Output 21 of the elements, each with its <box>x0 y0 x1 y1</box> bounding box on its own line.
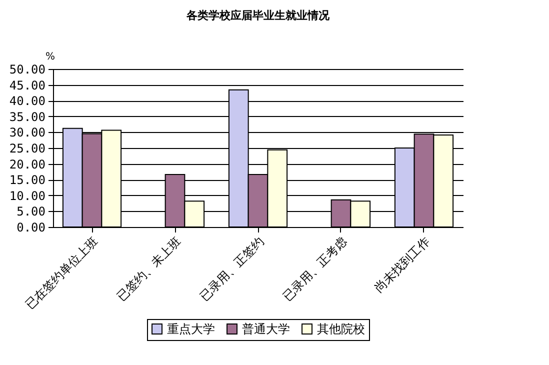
x-tick-label: 已录用、正考虑 <box>280 234 350 304</box>
x-tick-label: 已录用、正签约 <box>197 234 266 304</box>
x-tick-label: 已在签约单位上班 <box>22 234 100 312</box>
y-tick-label: 30.00 <box>9 126 46 140</box>
chart-title: 各类学校应届毕业生就业情况 <box>186 9 330 22</box>
legend-label: 其他院校 <box>317 322 365 336</box>
y-axis-title: % <box>46 52 56 62</box>
y-tick-label: 15.00 <box>9 173 46 188</box>
y-tick-label: 35.00 <box>9 110 46 124</box>
y-tick-label: 0.00 <box>16 220 46 234</box>
legend-label: 普通大学 <box>242 322 290 336</box>
y-tick-label: 10.00 <box>9 188 46 203</box>
y-tick-label: 25.00 <box>9 142 46 156</box>
y-tick-label: 5.00 <box>16 204 46 219</box>
y-tick-label: 40.00 <box>9 94 46 108</box>
x-tick-label: 已签约、未上班 <box>114 234 184 304</box>
y-tick-label: 45.00 <box>9 78 46 92</box>
y-tick-label: 20.00 <box>9 157 46 172</box>
legend-label: 重点大学 <box>167 322 215 336</box>
y-tick-label: 50.00 <box>9 62 46 76</box>
x-tick-label: 尚未找到工作 <box>372 234 432 295</box>
